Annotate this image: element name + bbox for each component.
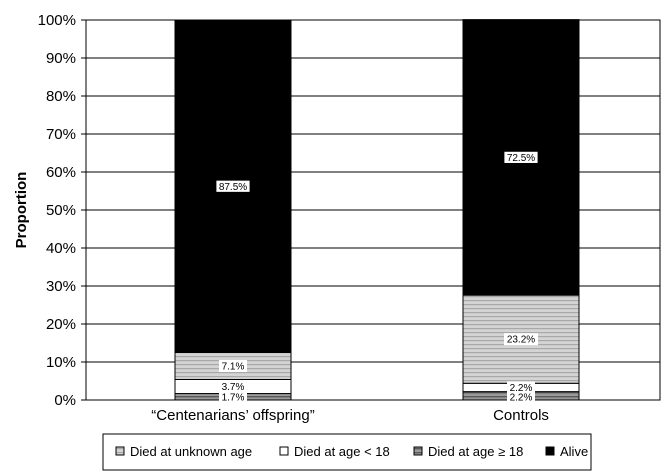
y-tick-label: 0% bbox=[54, 392, 76, 409]
data-label: 23.2% bbox=[507, 335, 535, 346]
data-label: 2.2% bbox=[510, 393, 533, 404]
axes bbox=[81, 19, 661, 401]
legend-label: Died at age < 18 bbox=[294, 444, 390, 459]
y-tick-label: 100% bbox=[38, 12, 76, 29]
legend-label: Alive bbox=[560, 444, 588, 459]
y-tick-label: 40% bbox=[46, 240, 76, 257]
x-tick-labels: “Centenarians’ offspring” Controls bbox=[151, 407, 549, 424]
data-label-box bbox=[219, 359, 247, 372]
data-label-box bbox=[219, 380, 247, 393]
plot-frame bbox=[85, 19, 661, 401]
y-tick-label: 30% bbox=[46, 278, 76, 295]
legend: Died at unknown age Died at age < 18 Died … bbox=[102, 433, 592, 471]
y-tick-label: 90% bbox=[46, 50, 76, 67]
legend-label: Died at unknown age bbox=[130, 444, 252, 459]
data-label: 3.7% bbox=[222, 382, 245, 393]
data-label-box bbox=[507, 391, 535, 403]
y-tick-label: 70% bbox=[46, 126, 76, 143]
legend-box bbox=[102, 433, 592, 471]
y-tick-label: 80% bbox=[46, 88, 76, 105]
data-label: 72.5% bbox=[507, 153, 535, 164]
data-label: 2.2% bbox=[510, 383, 533, 394]
data-label-box bbox=[503, 150, 539, 164]
y-tick-labels: 0% 10% 20% 30% 40% 50% 60% 70% 80% 90% 100% bbox=[38, 12, 76, 409]
y-tick-label: 20% bbox=[46, 316, 76, 333]
x-tick-label: “Centenarians’ offspring” bbox=[151, 407, 314, 424]
data-labels: 1.7%3.7% 7.1% 87.5% 2.2%2.2% 23.2% 72.5% bbox=[215, 150, 539, 404]
legend-label: Died at age ≥ 18 bbox=[428, 444, 523, 459]
legend-swatch bbox=[545, 446, 555, 456]
data-label: 7.1% bbox=[222, 361, 245, 372]
data-label-box bbox=[504, 333, 538, 346]
data-label: 87.5% bbox=[219, 182, 247, 193]
data-label-box bbox=[507, 381, 535, 394]
legend-swatch bbox=[115, 446, 125, 456]
legend-swatch bbox=[279, 446, 289, 456]
legend-swatch bbox=[413, 446, 423, 456]
y-tick-label: 50% bbox=[46, 202, 76, 219]
y-tick-label: 60% bbox=[46, 164, 76, 181]
y-tick-label: 10% bbox=[46, 354, 76, 371]
x-tick-label: Controls bbox=[493, 407, 549, 424]
data-label-box bbox=[215, 179, 251, 193]
data-label-box bbox=[219, 391, 247, 403]
data-label: 1.7% bbox=[222, 393, 245, 404]
y-axis-label: Proportion bbox=[13, 172, 30, 249]
